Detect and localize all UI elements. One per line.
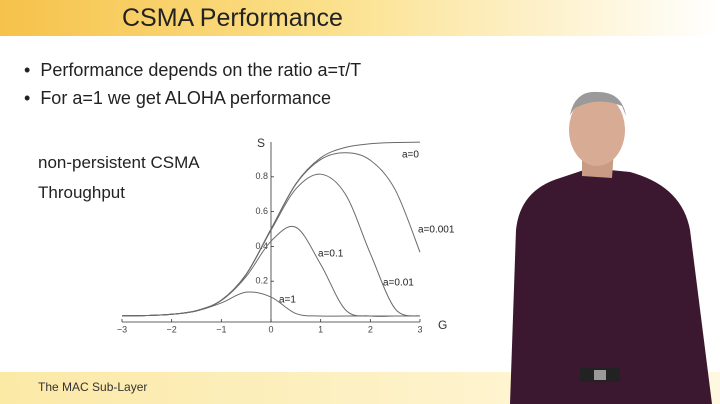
series-label: a=0.01 bbox=[383, 278, 414, 289]
x-tick-label: 3 bbox=[417, 324, 422, 334]
y-tick-label: 0.2 bbox=[255, 276, 268, 286]
x-tick-label: −2 bbox=[167, 324, 177, 334]
bullet: • Performance depends on the ratio a=τ/T bbox=[24, 60, 362, 80]
series-label: a=0.1 bbox=[318, 249, 344, 260]
y-tick-label: 0.8 bbox=[255, 171, 268, 181]
bullet-text: Performance depends on the ratio a=τ/T bbox=[40, 60, 362, 80]
x-tick-label: 1 bbox=[318, 324, 323, 334]
series-label: a=1 bbox=[279, 295, 296, 306]
series-line bbox=[121, 291, 420, 317]
y-tick-label: 0.6 bbox=[255, 206, 268, 216]
x-tick-label: −3 bbox=[117, 324, 127, 334]
series-label: a=0 bbox=[402, 150, 419, 161]
caption-line: Throughput bbox=[38, 183, 125, 202]
bullet-list: • Performance depends on the ratio a=τ/T… bbox=[24, 56, 361, 112]
bullet-text: For a=1 we get ALOHA performance bbox=[40, 88, 331, 108]
bullet: • For a=1 we get ALOHA performance bbox=[24, 88, 331, 108]
x-tick-label: 0 bbox=[268, 324, 273, 334]
presenter bbox=[510, 91, 712, 404]
footer-text: The MAC Sub-Layer bbox=[38, 380, 148, 394]
slide-title: CSMA Performance bbox=[122, 4, 343, 32]
x-tick-label: −1 bbox=[216, 324, 226, 334]
x-axis-label: G bbox=[438, 318, 447, 332]
title-bar bbox=[0, 0, 720, 36]
caption: non-persistent CSMA Throughput bbox=[38, 148, 200, 208]
caption-line: non-persistent CSMA bbox=[38, 153, 200, 172]
y-axis-label: S bbox=[257, 136, 265, 150]
x-tick-label: 2 bbox=[368, 324, 373, 334]
series-label: a=0.001 bbox=[418, 225, 455, 236]
